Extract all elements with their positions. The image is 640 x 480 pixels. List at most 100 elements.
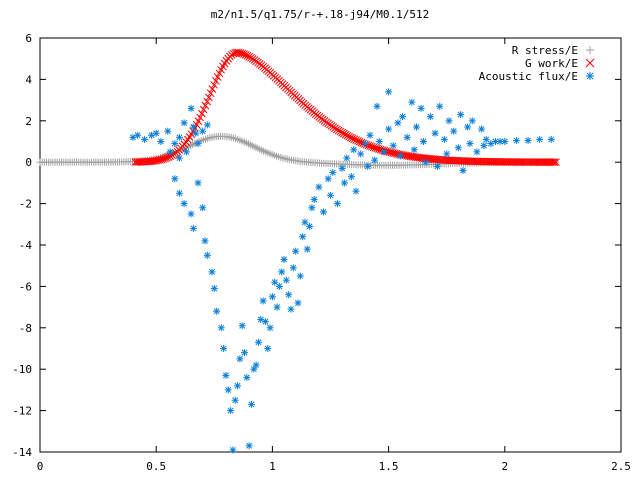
data-point (366, 131, 374, 139)
data-point (171, 175, 179, 183)
data-point (266, 324, 274, 332)
data-point (227, 407, 235, 415)
x-tick-label: 0 (37, 460, 44, 473)
data-point (419, 138, 427, 145)
data-point (287, 305, 295, 313)
data-point (417, 104, 425, 112)
data-point (282, 276, 290, 284)
data-point (201, 101, 210, 110)
data-point (236, 355, 244, 363)
x-tick-label: 1 (269, 460, 276, 473)
data-point (385, 125, 393, 133)
data-point (412, 123, 420, 131)
data-point (192, 129, 200, 137)
data-point (259, 297, 267, 305)
data-point (129, 133, 137, 141)
chart-title: m2/n1.5/q1.75/r-+.18-j94/M0.1/512 (211, 8, 430, 21)
data-point (422, 158, 430, 166)
data-point (189, 224, 197, 232)
data-point (329, 169, 337, 177)
data-point (296, 272, 304, 280)
data-point (308, 204, 316, 212)
data-point (229, 446, 237, 454)
x-tick-label: 1.5 (379, 460, 399, 473)
data-point (275, 282, 283, 290)
data-point (303, 245, 311, 253)
data-point (431, 129, 439, 137)
data-point (294, 299, 302, 307)
legend-marker (586, 72, 594, 80)
data-point (166, 148, 174, 156)
y-tick-label: -8 (19, 322, 32, 335)
data-point (548, 158, 557, 167)
data-point (361, 140, 369, 148)
data-point (141, 135, 149, 143)
legend-label: G work/E (525, 57, 578, 70)
data-point (339, 129, 348, 138)
data-point (315, 183, 323, 191)
data-point (343, 154, 351, 162)
data-point (280, 255, 288, 263)
data-point (271, 278, 279, 286)
data-point (273, 303, 281, 311)
data-point (206, 89, 215, 98)
data-point (394, 119, 402, 127)
data-point (187, 210, 195, 218)
data-point (410, 146, 418, 154)
data-point (466, 140, 474, 148)
legend-label: Acoustic flux/E (479, 70, 578, 83)
data-point (445, 117, 453, 125)
data-point (194, 179, 202, 187)
data-point (180, 200, 188, 208)
x-tick-label: 2 (501, 460, 508, 473)
data-point (210, 284, 218, 292)
data-point (385, 88, 393, 96)
data-point (196, 113, 204, 122)
data-point (171, 140, 179, 148)
series-g-work-e (131, 48, 560, 167)
data-point (373, 102, 381, 110)
data-point (347, 173, 355, 181)
data-point (194, 140, 202, 148)
y-tick-label: 2 (25, 115, 32, 128)
data-point (234, 382, 242, 390)
data-point (459, 166, 467, 174)
data-point (205, 93, 213, 102)
data-point (213, 307, 221, 315)
data-point (501, 138, 509, 145)
data-point (289, 264, 297, 272)
data-point (440, 135, 448, 143)
data-point (210, 81, 219, 89)
legend-label: R stress/E (512, 44, 578, 57)
data-point (252, 361, 260, 369)
data-point (241, 349, 249, 357)
data-point (292, 247, 300, 255)
data-point (189, 123, 197, 131)
data-point (426, 113, 434, 121)
data-point (333, 200, 341, 208)
data-point (238, 322, 246, 330)
data-point (473, 148, 481, 156)
data-point (371, 156, 379, 164)
data-point (203, 97, 211, 106)
data-point (512, 136, 520, 144)
data-point (389, 142, 397, 150)
data-point (408, 98, 416, 106)
data-point (341, 130, 350, 139)
data-point (338, 164, 346, 172)
data-point (299, 233, 307, 241)
data-point (364, 162, 372, 170)
data-point (547, 135, 555, 143)
data-point (324, 175, 332, 183)
data-point (450, 127, 458, 135)
data-point (268, 293, 276, 301)
data-point (198, 109, 206, 118)
data-point (350, 146, 358, 154)
data-point (482, 135, 490, 143)
data-point (301, 218, 309, 226)
data-point (457, 111, 465, 119)
data-point (201, 237, 209, 245)
data-point (550, 158, 559, 167)
